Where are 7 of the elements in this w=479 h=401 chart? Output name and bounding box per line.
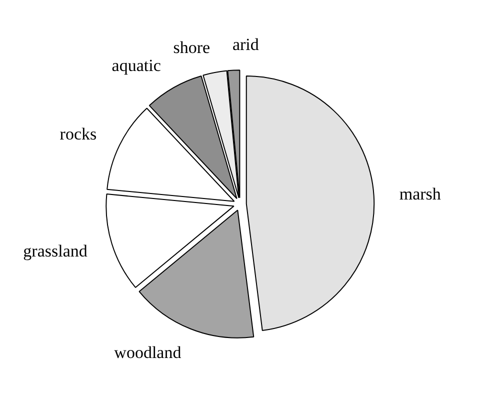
slice-label: aquatic (112, 56, 162, 75)
slice-label: arid (232, 35, 260, 54)
slice-label: woodland (114, 343, 182, 362)
slice-label: rocks (60, 124, 97, 144)
slice-label: marsh (399, 184, 442, 204)
slice-label: grassland (23, 242, 88, 261)
slice-label: shore (173, 38, 210, 57)
